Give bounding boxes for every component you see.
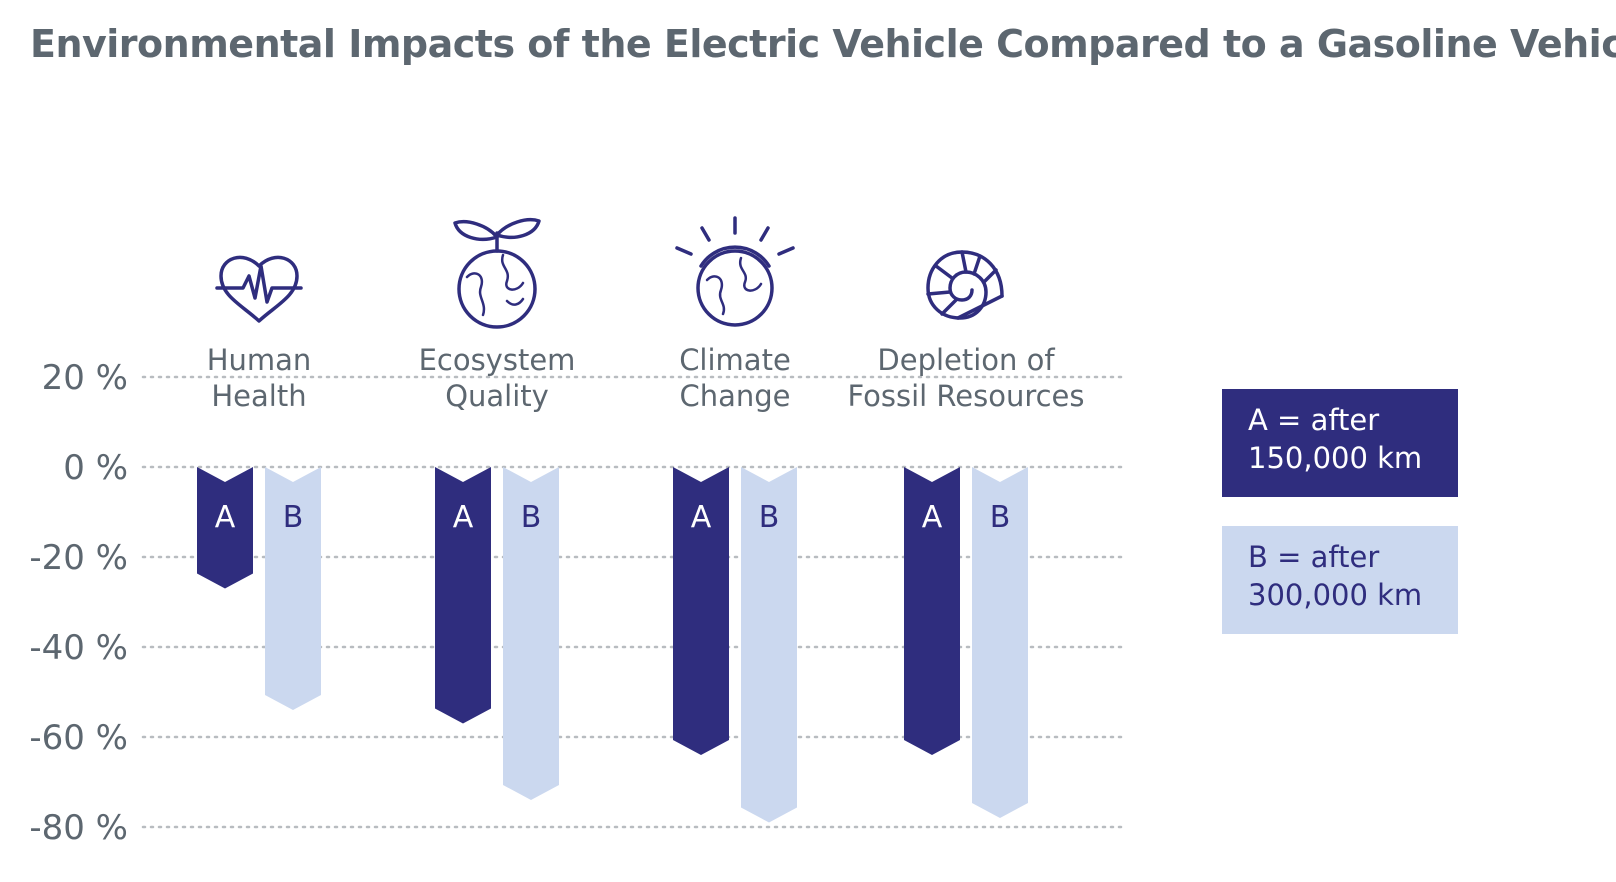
legend-b-line-1: B = after — [1248, 540, 1380, 574]
bar-b-4 — [972, 467, 1028, 818]
globe-plant-icon — [453, 218, 541, 329]
bar-a-2 — [435, 467, 491, 724]
bar-label-b-4: B — [990, 500, 1011, 535]
bar-b-2 — [503, 467, 559, 800]
y-tick-label: 0 % — [63, 448, 128, 488]
legend-a-line-1: A = after — [1248, 403, 1380, 437]
globe-sun-icon — [675, 216, 795, 327]
bar-label-b-3: B — [759, 500, 780, 535]
ammonite-shell-icon — [926, 250, 1004, 320]
bar-a-3 — [673, 467, 729, 755]
bar-a-1 — [197, 467, 253, 589]
category-label: Health — [211, 379, 306, 413]
category-label: Human — [207, 343, 312, 377]
category-label: Change — [679, 379, 790, 413]
bar-label-b-2: B — [521, 500, 542, 535]
category-label: Quality — [445, 379, 549, 413]
category-label: Ecosystem — [419, 343, 576, 377]
y-tick-label: -20 % — [29, 538, 128, 578]
bar-b-3 — [741, 467, 797, 823]
bar-label-a-3: A — [691, 500, 712, 535]
bar-b-1 — [265, 467, 321, 710]
bar-label-a-2: A — [453, 500, 474, 535]
y-tick-label: -80 % — [29, 808, 128, 848]
category-label: Depletion of — [877, 343, 1055, 377]
legend-series-a: A = after 150,000 km — [1222, 389, 1458, 497]
bar-label-a-4: A — [922, 500, 943, 535]
legend-series-b: B = after 300,000 km — [1222, 526, 1458, 634]
y-tick-label: -60 % — [29, 718, 128, 758]
bar-label-b-1: B — [283, 500, 304, 535]
legend-b-line-2: 300,000 km — [1248, 578, 1423, 612]
bar-a-4 — [904, 467, 960, 755]
category-label: Fossil Resources — [847, 379, 1084, 413]
y-tick-label: 20 % — [42, 358, 128, 398]
heart-pulse-icon — [215, 255, 303, 323]
category-label: Climate — [679, 343, 791, 377]
legend-a-line-2: 150,000 km — [1248, 441, 1423, 475]
chart-title: Environmental Impacts of the Electric Ve… — [30, 22, 1616, 66]
y-tick-label: -40 % — [29, 628, 128, 668]
bar-label-a-1: A — [215, 500, 236, 535]
